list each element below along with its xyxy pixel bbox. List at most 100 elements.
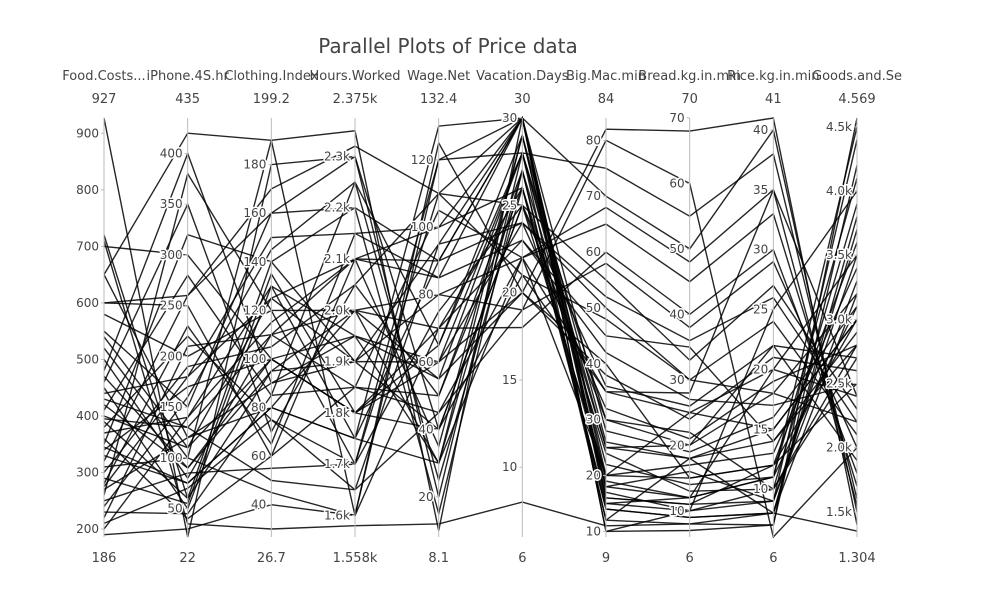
tick-label: 60 bbox=[669, 176, 684, 190]
axis-range-max: 84 bbox=[598, 92, 615, 107]
tick-label: 4.5k bbox=[826, 120, 852, 134]
tick-label: 70 bbox=[669, 111, 684, 125]
data-line bbox=[103, 116, 858, 512]
tick-label: 500 bbox=[76, 352, 99, 366]
axis-range-min: 22 bbox=[179, 551, 196, 566]
tick-label: 2.1k bbox=[324, 252, 350, 266]
data-line bbox=[103, 203, 858, 479]
axis-range-max: 199.2 bbox=[253, 92, 290, 107]
tick-label: 700 bbox=[76, 239, 99, 253]
tick-label: 20 bbox=[418, 490, 433, 504]
tick-label: 120 bbox=[411, 153, 434, 167]
data-line bbox=[103, 140, 858, 518]
axis-title: Wage.Net bbox=[407, 69, 470, 84]
tick-label: 60 bbox=[251, 449, 266, 463]
tick-label: 50 bbox=[586, 301, 601, 315]
tick-label: 180 bbox=[243, 158, 266, 172]
tick-label: 100 bbox=[243, 352, 266, 366]
tick-label: 80 bbox=[586, 133, 601, 147]
axis-range-max: 132.4 bbox=[420, 92, 457, 107]
axis-range-min: 1.558k bbox=[333, 551, 378, 566]
tick-label: 400 bbox=[160, 147, 183, 161]
tick-label: 200 bbox=[76, 522, 99, 536]
tick-label: 20 bbox=[502, 286, 517, 300]
tick-label: 400 bbox=[76, 409, 99, 423]
tick-label: 800 bbox=[76, 183, 99, 197]
tick-label: 80 bbox=[418, 288, 433, 302]
data-line bbox=[103, 256, 858, 485]
data-line bbox=[103, 117, 858, 536]
axis-title: Hours.Worked bbox=[310, 69, 401, 84]
tick-label: 150 bbox=[160, 400, 183, 414]
tick-label: 10 bbox=[502, 460, 517, 474]
tick-label: 30 bbox=[669, 373, 684, 387]
axis-range-max: 30 bbox=[514, 92, 531, 107]
tick-label: 120 bbox=[243, 303, 266, 317]
axis-title: Goods.and.Se bbox=[812, 69, 902, 84]
data-line bbox=[103, 155, 858, 462]
tick-label: 350 bbox=[160, 197, 183, 211]
tick-label: 15 bbox=[502, 373, 517, 387]
data-line bbox=[103, 185, 858, 492]
data-line bbox=[103, 260, 858, 491]
tick-label: 300 bbox=[76, 466, 99, 480]
tick-label: 30 bbox=[502, 111, 517, 125]
axis-range-max: 435 bbox=[175, 92, 200, 107]
tick-label: 2.3k bbox=[324, 149, 350, 163]
axis-title: Clothing.Index bbox=[224, 69, 318, 84]
data-line bbox=[103, 150, 858, 530]
tick-label: 40 bbox=[586, 357, 601, 371]
data-lines bbox=[103, 115, 858, 539]
tick-label: 60 bbox=[586, 245, 601, 259]
tick-label: 160 bbox=[243, 206, 266, 220]
tick-label: 2.0k bbox=[826, 441, 852, 455]
tick-label: 10 bbox=[669, 504, 684, 518]
tick-label: 50 bbox=[167, 502, 182, 516]
tick-label: 600 bbox=[76, 296, 99, 310]
data-line bbox=[103, 165, 858, 526]
axis-title: Big.Mac.min bbox=[566, 69, 646, 84]
tick-label: 140 bbox=[243, 255, 266, 269]
tick-label: 2.2k bbox=[324, 201, 350, 215]
axis-range-min: 1.304 bbox=[838, 551, 875, 566]
axis-range-max: 927 bbox=[92, 92, 117, 107]
data-line bbox=[103, 116, 858, 512]
tick-label: 100 bbox=[411, 220, 434, 234]
tick-label: 40 bbox=[753, 123, 768, 137]
axis-range-max: 70 bbox=[681, 92, 698, 107]
data-line bbox=[103, 168, 858, 480]
tick-label: 3.5k bbox=[826, 248, 852, 262]
tick-label: 900 bbox=[76, 126, 99, 140]
tick-label: 4.0k bbox=[826, 184, 852, 198]
chart-title: Parallel Plots of Price data bbox=[318, 34, 578, 58]
tick-label: 2.0k bbox=[324, 303, 350, 317]
axis-title: iPhone.4S.hr bbox=[147, 69, 230, 84]
tick-label: 80 bbox=[251, 401, 266, 415]
data-line bbox=[103, 239, 858, 505]
axis-range-max: 2.375k bbox=[333, 92, 378, 107]
tick-label: 25 bbox=[502, 198, 517, 212]
tick-label: 20 bbox=[586, 469, 601, 483]
tick-label: 300 bbox=[160, 248, 183, 262]
tick-label: 1.6k bbox=[324, 508, 350, 522]
tick-label: 200 bbox=[160, 349, 183, 363]
axis-title: Vacation.Days bbox=[476, 69, 569, 84]
axis-range-min: 8.1 bbox=[428, 551, 449, 566]
axis-title: Rice.kg.in.min bbox=[727, 69, 819, 84]
tick-label: 40 bbox=[669, 307, 684, 321]
tick-label: 35 bbox=[753, 183, 768, 197]
data-line bbox=[103, 117, 858, 533]
axis-range-min: 6 bbox=[686, 551, 694, 566]
tick-label: 10 bbox=[753, 482, 768, 496]
tick-label: 100 bbox=[160, 451, 183, 465]
tick-label: 50 bbox=[669, 242, 684, 256]
tick-label: 40 bbox=[251, 498, 266, 512]
tick-label: 2.5k bbox=[826, 377, 852, 391]
tick-label: 1.8k bbox=[324, 406, 350, 420]
tick-label: 30 bbox=[753, 243, 768, 257]
axis-range-max: 4.569 bbox=[838, 92, 875, 107]
data-line bbox=[103, 222, 858, 525]
axis-range-min: 6 bbox=[769, 551, 777, 566]
